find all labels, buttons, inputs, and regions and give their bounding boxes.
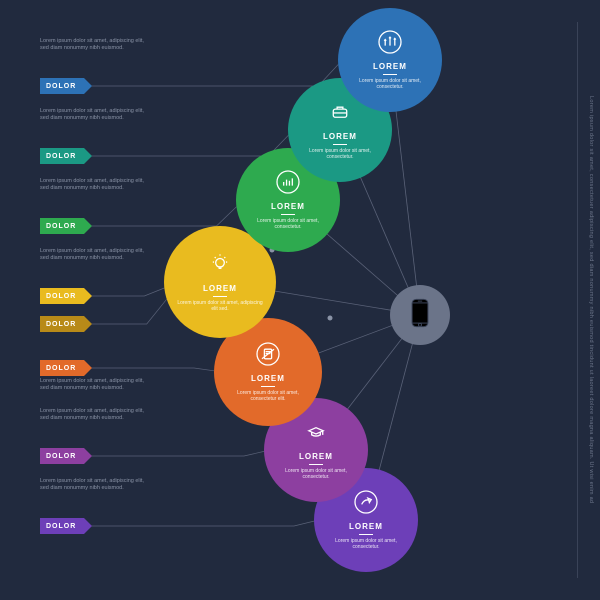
tag-label: DOLOR bbox=[46, 223, 76, 230]
tag-label: DOLOR bbox=[46, 293, 76, 300]
briefcase-icon bbox=[328, 100, 352, 129]
tag-3: DOLOR bbox=[40, 218, 84, 234]
circle-body: Lorem ipsum dolor sit amet, adipiscing e… bbox=[164, 300, 276, 313]
circle-body: Lorem ipsum dolor sit amet, consectetur. bbox=[288, 148, 392, 161]
hub-phone bbox=[390, 285, 450, 345]
circle-title: LOREM bbox=[323, 132, 357, 141]
desc-block-6: Lorem ipsum dolor sit amet, adipiscing e… bbox=[40, 378, 150, 393]
title-underline bbox=[213, 296, 227, 297]
title-underline bbox=[359, 534, 373, 535]
tag-7: DOLOR bbox=[40, 448, 84, 464]
circle-body: Lorem ipsum dolor sit amet, consectetur. bbox=[264, 468, 368, 481]
tag-2: DOLOR bbox=[40, 148, 84, 164]
tag-6: DOLOR bbox=[40, 360, 84, 376]
tag-1: DOLOR bbox=[40, 78, 84, 94]
tag-label: DOLOR bbox=[46, 153, 76, 160]
side-divider bbox=[577, 22, 578, 578]
circle-title: LOREM bbox=[373, 62, 407, 71]
desc-block-1: Lorem ipsum dolor sit amet, adipiscing e… bbox=[40, 38, 150, 53]
desc-block-3: Lorem ipsum dolor sit amet, adipiscing e… bbox=[40, 178, 150, 193]
circle-body: Lorem ipsum dolor sit amet, consectetur. bbox=[236, 218, 340, 231]
tag-4: DOLOR bbox=[40, 288, 84, 304]
circle-title: LOREM bbox=[271, 202, 305, 211]
title-underline bbox=[261, 386, 275, 387]
title-underline bbox=[281, 214, 295, 215]
circle-title: LOREM bbox=[251, 374, 285, 383]
desc-block-2: Lorem ipsum dolor sit amet, adipiscing e… bbox=[40, 108, 150, 123]
grad-cap-icon bbox=[304, 420, 328, 449]
phone-icon bbox=[402, 295, 438, 336]
bulb-icon bbox=[208, 252, 232, 281]
circle-title: LOREM bbox=[299, 452, 333, 461]
desc-block-8: Lorem ipsum dolor sit amet, adipiscing e… bbox=[40, 478, 150, 493]
circle-title: LOREM bbox=[203, 284, 237, 293]
tag-5: DOLOR bbox=[40, 316, 84, 332]
tag-label: DOLOR bbox=[46, 523, 76, 530]
share-arrow-icon bbox=[354, 490, 378, 519]
tag-8: DOLOR bbox=[40, 518, 84, 534]
desc-block-7: Lorem ipsum dolor sit amet, adipiscing e… bbox=[40, 408, 150, 423]
side-caption: Lorem ipsum dolor sit amet, consectetuer… bbox=[580, 30, 594, 570]
infographic-stage: LOREM Lorem ipsum dolor sit amet, consec… bbox=[20, 20, 580, 580]
title-underline bbox=[383, 74, 397, 75]
circle-body: Lorem ipsum dolor sit amet, consectetur. bbox=[338, 78, 442, 91]
circle-title: LOREM bbox=[349, 522, 383, 531]
title-underline bbox=[309, 464, 323, 465]
doc-no-icon bbox=[256, 342, 280, 371]
tag-label: DOLOR bbox=[46, 83, 76, 90]
desc-block-4: Lorem ipsum dolor sit amet, adipiscing e… bbox=[40, 248, 150, 263]
bar-chart-icon bbox=[276, 170, 300, 199]
title-underline bbox=[333, 144, 347, 145]
step-circle-1: LOREM Lorem ipsum dolor sit amet, consec… bbox=[338, 8, 442, 112]
circle-body: Lorem ipsum dolor sit amet, consectetur. bbox=[314, 538, 418, 551]
circle-body: Lorem ipsum dolor sit amet, consectetur … bbox=[214, 390, 322, 403]
arrows-up-icon bbox=[378, 30, 402, 59]
tag-label: DOLOR bbox=[46, 453, 76, 460]
tag-label: DOLOR bbox=[46, 365, 76, 372]
tag-label: DOLOR bbox=[46, 321, 76, 328]
